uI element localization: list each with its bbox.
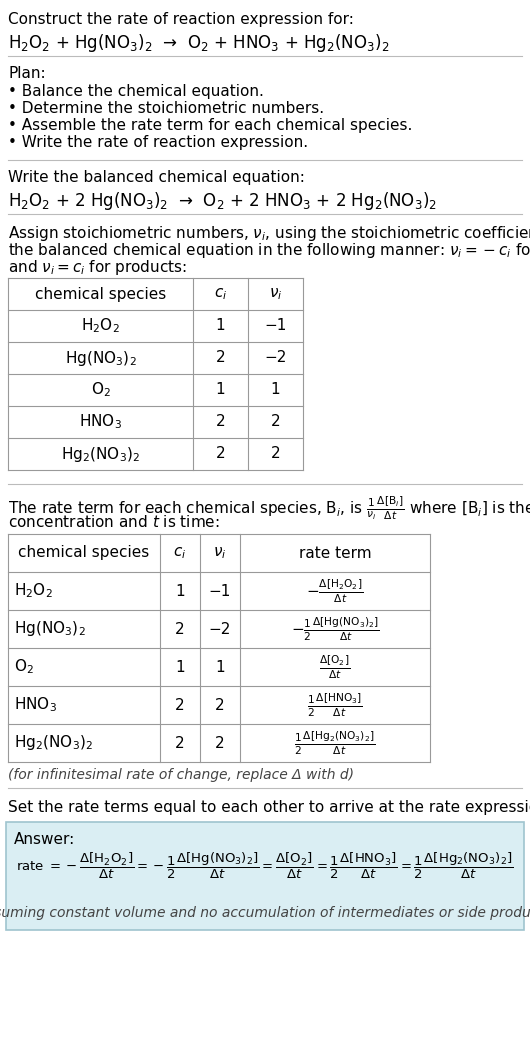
Text: −1: −1 xyxy=(264,318,287,334)
Text: Set the rate terms equal to each other to arrive at the rate expression:: Set the rate terms equal to each other t… xyxy=(8,800,530,815)
FancyBboxPatch shape xyxy=(6,822,524,930)
Text: −2: −2 xyxy=(209,621,231,637)
Text: • Assemble the rate term for each chemical species.: • Assemble the rate term for each chemic… xyxy=(8,118,412,133)
Text: 2: 2 xyxy=(216,414,225,430)
Text: • Determine the stoichiometric numbers.: • Determine the stoichiometric numbers. xyxy=(8,101,324,116)
Text: and $\nu_i = c_i$ for products:: and $\nu_i = c_i$ for products: xyxy=(8,258,187,277)
Text: $-\frac{1}{2}\frac{\Delta[\mathrm{Hg(NO_3)_2}]}{\Delta t}$: $-\frac{1}{2}\frac{\Delta[\mathrm{Hg(NO_… xyxy=(290,615,379,643)
Text: 2: 2 xyxy=(175,735,185,750)
Text: Assign stoichiometric numbers, $\nu_i$, using the stoichiometric coefficients, $: Assign stoichiometric numbers, $\nu_i$, … xyxy=(8,224,530,243)
Text: 1: 1 xyxy=(216,383,225,397)
Text: • Balance the chemical equation.: • Balance the chemical equation. xyxy=(8,84,264,99)
Text: Answer:: Answer: xyxy=(14,832,75,847)
Text: (for infinitesimal rate of change, replace Δ with d): (for infinitesimal rate of change, repla… xyxy=(8,768,354,782)
Text: 1: 1 xyxy=(215,659,225,675)
Text: Plan:: Plan: xyxy=(8,66,46,81)
Text: HNO$_3$: HNO$_3$ xyxy=(79,413,122,431)
Text: Hg$_2$(NO$_3$)$_2$: Hg$_2$(NO$_3$)$_2$ xyxy=(14,733,93,752)
Text: concentration and $t$ is time:: concentration and $t$ is time: xyxy=(8,514,220,530)
Text: −1: −1 xyxy=(209,584,231,598)
Text: 2: 2 xyxy=(216,447,225,461)
Text: $\frac{1}{2}\frac{\Delta[\mathrm{HNO_3}]}{\Delta t}$: $\frac{1}{2}\frac{\Delta[\mathrm{HNO_3}]… xyxy=(307,691,363,719)
Text: 1: 1 xyxy=(216,318,225,334)
Text: 2: 2 xyxy=(175,621,185,637)
Text: 2: 2 xyxy=(216,350,225,365)
Text: Hg(NO$_3$)$_2$: Hg(NO$_3$)$_2$ xyxy=(14,619,86,638)
Text: 1: 1 xyxy=(175,584,185,598)
Text: 2: 2 xyxy=(215,735,225,750)
Text: O$_2$: O$_2$ xyxy=(14,658,34,677)
Text: HNO$_3$: HNO$_3$ xyxy=(14,696,57,714)
Text: • Write the rate of reaction expression.: • Write the rate of reaction expression. xyxy=(8,135,308,150)
Text: O$_2$: O$_2$ xyxy=(91,381,110,400)
Text: chemical species: chemical species xyxy=(35,287,166,301)
Text: rate term: rate term xyxy=(299,546,372,561)
Text: 2: 2 xyxy=(175,698,185,712)
Text: $-\frac{\Delta[\mathrm{H_2O_2}]}{\Delta t}$: $-\frac{\Delta[\mathrm{H_2O_2}]}{\Delta … xyxy=(306,577,364,605)
Text: rate $= -\dfrac{\Delta[\mathrm{H_2O_2}]}{\Delta t} = -\dfrac{1}{2}\dfrac{\Delta[: rate $= -\dfrac{\Delta[\mathrm{H_2O_2}]}… xyxy=(16,851,514,881)
Text: $\frac{1}{2}\frac{\Delta[\mathrm{Hg_2(NO_3)_2}]}{\Delta t}$: $\frac{1}{2}\frac{\Delta[\mathrm{Hg_2(NO… xyxy=(294,729,376,757)
Text: chemical species: chemical species xyxy=(19,546,149,561)
Text: Hg(NO$_3$)$_2$: Hg(NO$_3$)$_2$ xyxy=(65,348,136,367)
Text: H$_2$O$_2$: H$_2$O$_2$ xyxy=(14,582,52,600)
Text: 1: 1 xyxy=(271,383,280,397)
Text: $c_i$: $c_i$ xyxy=(173,545,187,561)
Text: 2: 2 xyxy=(215,698,225,712)
Text: −2: −2 xyxy=(264,350,287,365)
Text: The rate term for each chemical species, B$_i$, is $\frac{1}{\nu_i}\frac{\Delta[: The rate term for each chemical species,… xyxy=(8,494,530,522)
Text: Hg$_2$(NO$_3$)$_2$: Hg$_2$(NO$_3$)$_2$ xyxy=(61,445,140,463)
Text: 2: 2 xyxy=(271,414,280,430)
Text: Write the balanced chemical equation:: Write the balanced chemical equation: xyxy=(8,170,305,185)
Text: (assuming constant volume and no accumulation of intermediates or side products): (assuming constant volume and no accumul… xyxy=(0,906,530,920)
Text: H$_2$O$_2$: H$_2$O$_2$ xyxy=(81,317,120,336)
Text: the balanced chemical equation in the following manner: $\nu_i = -c_i$ for react: the balanced chemical equation in the fo… xyxy=(8,241,530,260)
Text: $\frac{\Delta[\mathrm{O_2}]}{\Delta t}$: $\frac{\Delta[\mathrm{O_2}]}{\Delta t}$ xyxy=(320,653,351,681)
Text: H$_2$O$_2$ + Hg(NO$_3$)$_2$  →  O$_2$ + HNO$_3$ + Hg$_2$(NO$_3$)$_2$: H$_2$O$_2$ + Hg(NO$_3$)$_2$ → O$_2$ + HN… xyxy=(8,32,390,54)
Text: $c_i$: $c_i$ xyxy=(214,287,227,302)
Text: 2: 2 xyxy=(271,447,280,461)
Text: Construct the rate of reaction expression for:: Construct the rate of reaction expressio… xyxy=(8,12,354,27)
Text: $\nu_i$: $\nu_i$ xyxy=(269,287,282,302)
Text: H$_2$O$_2$ + 2 Hg(NO$_3$)$_2$  →  O$_2$ + 2 HNO$_3$ + 2 Hg$_2$(NO$_3$)$_2$: H$_2$O$_2$ + 2 Hg(NO$_3$)$_2$ → O$_2$ + … xyxy=(8,190,437,212)
Text: 1: 1 xyxy=(175,659,185,675)
Text: $\nu_i$: $\nu_i$ xyxy=(213,545,227,561)
